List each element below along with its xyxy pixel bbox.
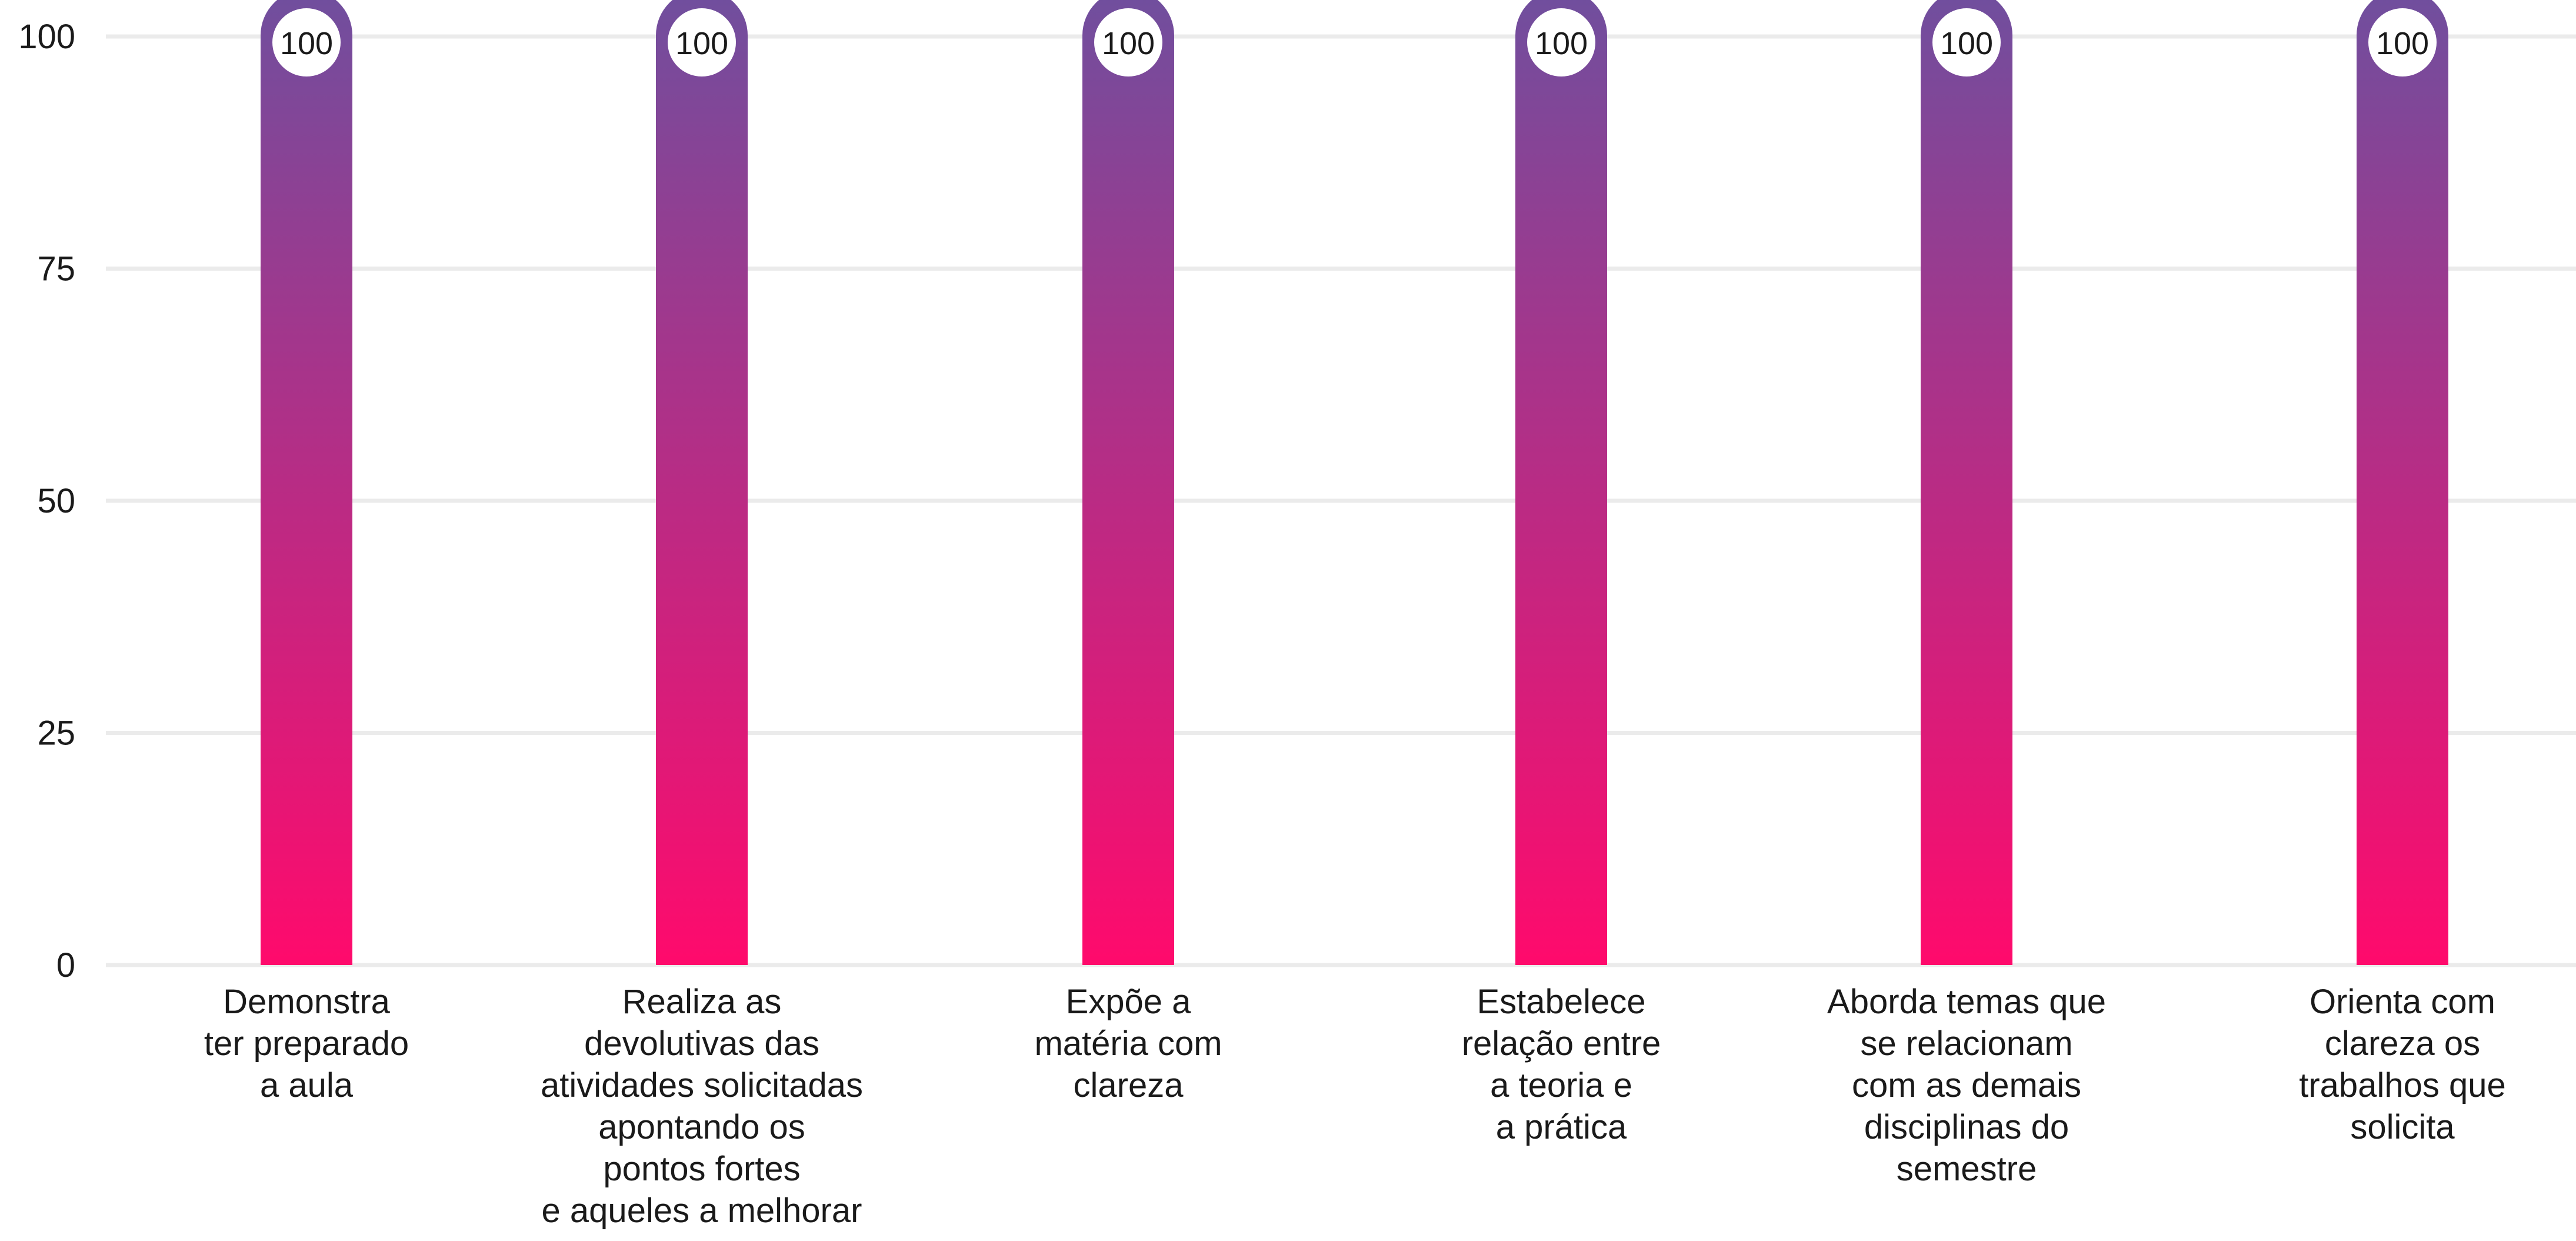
data-label: 100 xyxy=(1102,26,1155,61)
bars: 100 100 100 100 100 100 xyxy=(261,0,2448,965)
x-category-label: Orienta com clareza os trabalhos que solici… xyxy=(2299,983,2505,1146)
x-category-label-line: Estabelece xyxy=(1477,983,1646,1021)
bar-group: 100 xyxy=(656,0,748,965)
data-label-bubble xyxy=(272,8,341,76)
data-label-bubble xyxy=(2368,8,2437,76)
x-category-label-line: ter preparado xyxy=(204,1024,409,1063)
bar xyxy=(1921,0,2012,965)
bar-group: 100 xyxy=(1921,0,2012,965)
y-tick-label: 0 xyxy=(56,946,75,984)
data-label-bubble xyxy=(1932,8,2001,76)
x-category-label: Estabelece relação entre a teoria e a práti… xyxy=(1462,983,1661,1146)
y-tick-label: 100 xyxy=(18,18,75,56)
x-category-label-line: atividades solicitadas xyxy=(541,1066,863,1104)
data-label: 100 xyxy=(280,26,333,61)
data-label-bubble xyxy=(1094,8,1162,76)
x-category-label-line: a teoria e xyxy=(1490,1066,1632,1104)
x-category-label-line: a aula xyxy=(260,1066,354,1104)
x-category-label-line: Demonstra xyxy=(223,983,390,1021)
x-category-label-line: devolutivas das xyxy=(584,1024,819,1063)
x-category-label-line: Aborda temas que xyxy=(1827,983,2106,1021)
x-category-label-line: com as demais xyxy=(1852,1066,2081,1104)
bar xyxy=(261,0,352,965)
bar xyxy=(1515,0,1607,965)
x-category-label-line: se relacionam xyxy=(1860,1024,2072,1063)
data-label: 100 xyxy=(1535,26,1588,61)
y-axis-ticks: 0 25 50 75 100 xyxy=(18,18,75,984)
x-category-label-line: clareza xyxy=(1074,1066,1184,1104)
x-category-label-line: clareza os xyxy=(2325,1024,2480,1063)
grid-lines xyxy=(106,34,2576,967)
bar-group: 100 xyxy=(2357,0,2448,965)
x-category-label: Expõe a matéria com clareza xyxy=(1034,983,1222,1104)
bar-group: 100 xyxy=(261,0,352,965)
y-tick-label: 50 xyxy=(37,482,75,520)
bar xyxy=(2357,0,2448,965)
x-category-label-line: Realiza as xyxy=(622,983,782,1021)
x-category-label-line: pontos fortes xyxy=(603,1150,800,1188)
y-tick-label: 75 xyxy=(37,250,75,288)
x-category-label-line: relação entre xyxy=(1462,1024,1661,1063)
x-category-label-line: Orienta com xyxy=(2310,983,2495,1021)
data-label: 100 xyxy=(675,26,728,61)
data-label-bubble xyxy=(1527,8,1595,76)
x-category-label: Realiza as devolutivas das atividades soli… xyxy=(541,983,863,1230)
bar xyxy=(656,0,748,965)
x-category-label-line: e aqueles a melhorar xyxy=(542,1192,862,1230)
x-category-label-line: matéria com xyxy=(1034,1024,1222,1063)
data-label: 100 xyxy=(2376,26,2429,61)
x-category-label: Aborda temas que se relacionam com as dema… xyxy=(1827,983,2106,1188)
x-category-label-line: disciplinas do xyxy=(1864,1108,2069,1146)
x-category-label-line: a prática xyxy=(1496,1108,1627,1146)
bar xyxy=(1082,0,1174,965)
data-label-bubble xyxy=(668,8,736,76)
bar-group: 100 xyxy=(1082,0,1174,965)
x-axis-labels: Demonstra ter preparado a aula Realiza as de… xyxy=(204,983,2506,1230)
x-category-label-line: semestre xyxy=(1897,1150,2037,1188)
x-category-label-line: solicita xyxy=(2350,1108,2455,1146)
x-category-label-line: trabalhos que xyxy=(2299,1066,2505,1104)
bar-group: 100 xyxy=(1515,0,1607,965)
x-category-label-line: apontando os xyxy=(598,1108,805,1146)
data-label: 100 xyxy=(1940,26,1993,61)
x-category-label: Demonstra ter preparado a aula xyxy=(204,983,409,1104)
x-category-label-line: Expõe a xyxy=(1066,983,1192,1021)
y-tick-label: 25 xyxy=(37,714,75,753)
